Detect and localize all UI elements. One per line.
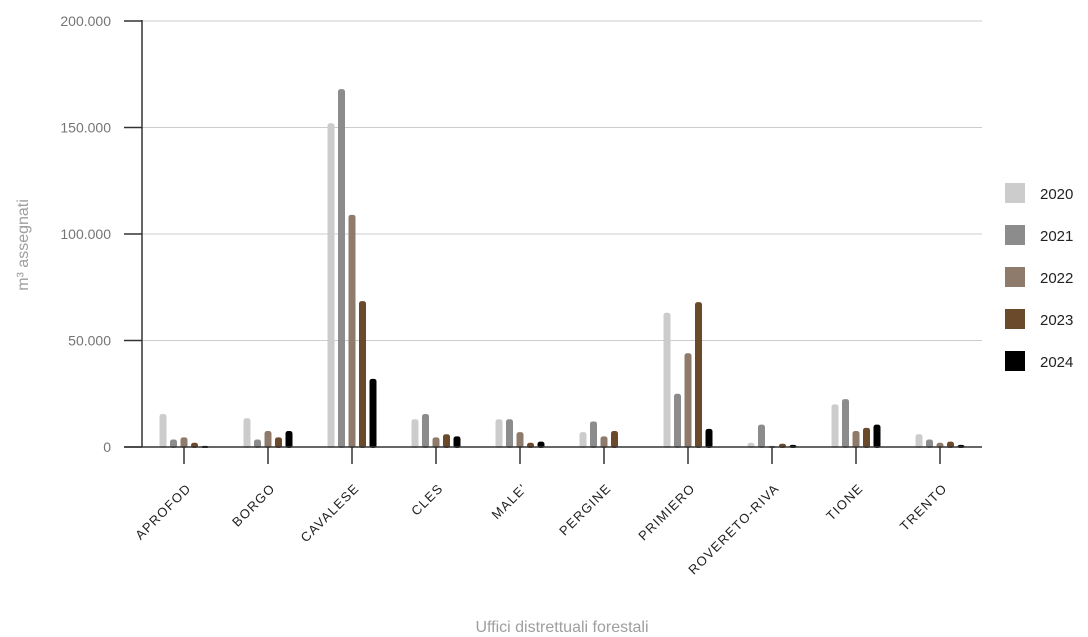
legend-label: 2021 [1040,228,1073,245]
legend-swatch [1005,309,1025,329]
bar [600,436,608,448]
bar [180,437,188,448]
legend-swatch [1005,225,1025,245]
legend-swatch [1005,183,1025,203]
y-tick-label: 150.000 [60,120,111,136]
x-tick-label: CLES [408,481,446,519]
legend-label: 2023 [1040,312,1073,329]
bar [495,419,503,448]
y-axis-title: m³ assegnati [15,199,32,291]
y-tick-label: 0 [103,439,111,455]
bar [705,428,713,448]
bar [411,419,419,448]
bar [926,439,933,448]
bar [663,312,671,448]
legend-swatch [1005,267,1025,287]
bar [443,434,450,448]
bar [506,419,513,448]
legend-label: 2020 [1040,186,1073,203]
bars [159,89,965,449]
bar [264,431,272,448]
bar [453,436,461,448]
bar [579,432,587,448]
y-axis-ticks: 0 50.000 100.000 150.000 200.000 [60,13,142,455]
x-tick-label: PERGINE [556,481,614,539]
x-tick-label: ROVERETO-RIVA [685,481,782,578]
x-tick-label: MALE' [488,481,530,523]
legend-swatch [1005,351,1025,371]
bar [842,399,849,448]
bar [170,439,177,448]
x-tick-label: BORGO [229,481,278,530]
y-tick-label: 100.000 [60,226,111,242]
bar [243,418,251,448]
bar [915,434,923,448]
bar [338,89,345,448]
axes [124,20,982,448]
legend: 2020 2021 2022 2023 2024 [1005,183,1073,371]
bar [831,404,839,448]
bar [285,431,293,448]
bar [422,413,429,448]
bar [590,421,597,448]
bar [674,393,681,448]
bar [159,413,167,448]
bar [432,437,440,448]
bar [275,437,282,448]
y-tick-label: 200.000 [60,13,111,29]
legend-label: 2022 [1040,270,1073,287]
bar [359,301,366,448]
x-tick-label: TRENTO [897,481,950,534]
bar [873,424,881,448]
legend-label: 2024 [1040,354,1073,371]
bar [327,123,335,449]
x-tick-label: APROFOD [132,481,194,543]
x-tick-label: TIONE [823,481,866,524]
x-axis-title: Uffici distrettuali forestali [475,619,648,636]
gridlines [142,20,982,341]
x-tick-label: CAVALESE [298,481,363,546]
bar [516,432,524,448]
bar [863,427,870,448]
bar [695,302,702,448]
bar [254,439,261,448]
bar [758,424,765,448]
bar [611,431,618,448]
bar [852,431,860,448]
bar [348,214,356,448]
bar [684,353,692,448]
bar [369,378,377,448]
x-tick-label: PRIMIERO [635,481,698,544]
y-tick-label: 50.000 [68,333,111,349]
x-axis-ticks: APROFOD BORGO CAVALESE CLES MALE' PERGINE PRIM… [132,447,950,577]
